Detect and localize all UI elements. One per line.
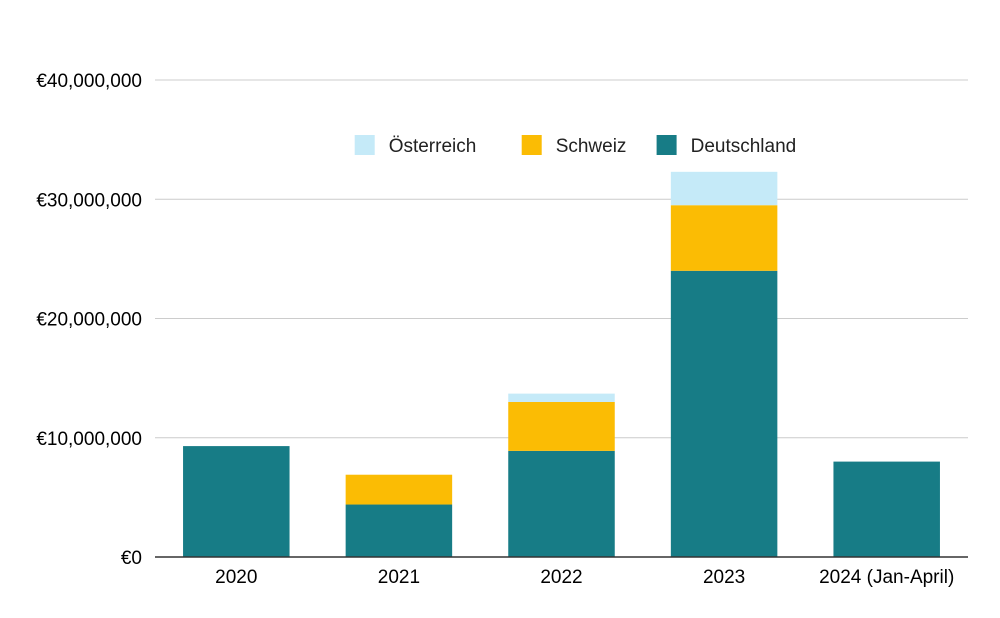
bars [183, 171, 940, 557]
gridlines [155, 79, 968, 439]
legend-swatch [354, 135, 375, 155]
bar-deutschland-2020 [183, 446, 290, 557]
legend-item-schweiz: Schweiz [521, 135, 627, 157]
legend-label: Österreich [389, 136, 477, 157]
bar-deutschland-2022 [508, 450, 615, 557]
bar-deutschland-2024-jan-april [833, 461, 940, 557]
legend-label: Deutschland [691, 136, 797, 157]
x-tick-label: 2020 [215, 567, 257, 588]
y-axis-tick-labels: €0 €10,000,000 €20,000,000 €30,000,000 €40,0… [36, 71, 142, 569]
x-tick-label: 2022 [540, 567, 582, 588]
y-tick-label: €20,000,000 [36, 310, 142, 331]
bar-schweiz-2022 [508, 401, 615, 451]
legend-item-oesterreich: Österreich [354, 135, 477, 157]
x-axis: 2020 2021 2022 2023 2024 (Jan-April) [155, 556, 968, 588]
bar--sterreich-2022 [508, 393, 615, 402]
y-tick-label: €10,000,000 [36, 429, 142, 450]
legend-swatch [521, 135, 542, 155]
legend-swatch [656, 135, 677, 155]
y-tick-label: €40,000,000 [36, 71, 142, 92]
legend-label: Schweiz [556, 136, 627, 157]
legend-item-deutschland: Deutschland [656, 135, 797, 157]
legend: Österreich Schweiz Deutschland [354, 135, 797, 157]
y-tick-label: €0 [121, 548, 142, 569]
bar-schweiz-2021 [345, 474, 453, 505]
bar-schweiz-2023 [670, 205, 778, 271]
x-tick-label: 2023 [703, 567, 745, 588]
bar--sterreich-2023 [670, 171, 778, 206]
y-tick-label: €30,000,000 [36, 190, 142, 211]
x-tick-label: 2021 [378, 567, 420, 588]
bar-deutschland-2023 [670, 270, 778, 557]
x-tick-label: 2024 (Jan-April) [819, 567, 954, 588]
bar-deutschland-2021 [345, 504, 453, 557]
